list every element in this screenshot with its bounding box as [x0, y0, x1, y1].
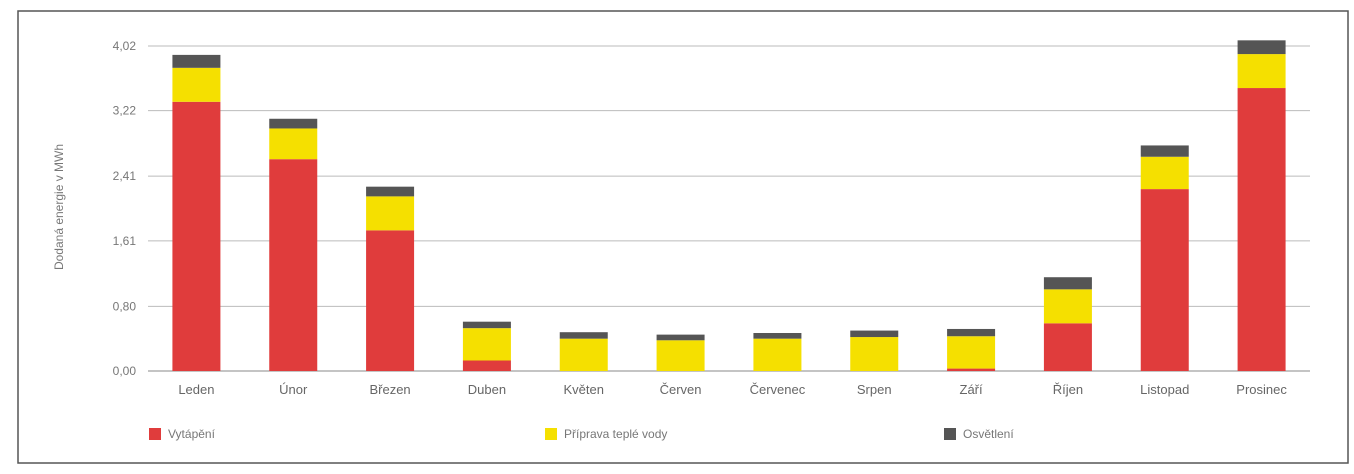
x-tick-label: Září: [960, 382, 984, 397]
bar-segment: [269, 159, 318, 371]
bar-segment: [559, 332, 608, 339]
bar-segment: [947, 328, 996, 337]
x-tick-label: Únor: [279, 382, 308, 397]
chart-frame: [17, 10, 1349, 464]
bar-segment: [1140, 156, 1189, 190]
bar-segment: [656, 340, 705, 371]
x-tick-labels: Leden Únor Březen Duben Květen Červen Červenec…: [178, 382, 1287, 397]
bar-segment: [269, 128, 318, 160]
bar-segment: [1237, 88, 1286, 372]
bar-segment: [850, 330, 899, 338]
legend-label: Osvětlení: [963, 427, 1014, 441]
bar-segment: [172, 67, 221, 102]
legend: Vytápění Příprava teplé vody Osvětlení: [149, 427, 1014, 441]
bar-segment: [366, 196, 415, 231]
y-axis-label: Dodaná energie v MWh: [52, 144, 66, 270]
x-tick-label: Prosinec: [1236, 382, 1287, 397]
legend-swatch: [149, 428, 161, 440]
bar-segment: [656, 334, 705, 341]
bar-segment: [753, 338, 802, 371]
y-tick-label: 1,61: [113, 234, 137, 248]
gridlines: [148, 45, 1310, 372]
bar-segment: [947, 368, 996, 371]
bar-segment: [172, 101, 221, 372]
x-tick-label: Březen: [369, 382, 410, 397]
bar-segment: [947, 336, 996, 369]
bar-segment: [1140, 145, 1189, 157]
y-tick-label: 3,22: [113, 104, 137, 118]
x-tick-label: Listopad: [1140, 382, 1189, 397]
bars: [172, 40, 1286, 372]
bar-segment: [1043, 289, 1092, 324]
bar-segment: [462, 328, 511, 361]
y-tick-label: 4,02: [113, 39, 137, 53]
y-tick-labels: 0,00 0,80 1,61 2,41 3,22 4,02: [113, 39, 137, 378]
x-tick-label: Červen: [660, 382, 702, 397]
bar-segment: [1237, 40, 1286, 55]
legend-label: Vytápění: [168, 427, 216, 441]
x-tick-label: Srpen: [857, 382, 892, 397]
bar-segment: [462, 360, 511, 371]
bar-segment: [269, 118, 318, 129]
y-tick-label: 0,00: [113, 364, 137, 378]
x-tick-label: Leden: [178, 382, 214, 397]
bar-segment: [462, 321, 511, 329]
legend-swatch: [545, 428, 557, 440]
bar-segment: [172, 54, 221, 68]
bar-segment: [1043, 323, 1092, 371]
y-tick-label: 2,41: [113, 169, 137, 183]
bar-segment: [366, 230, 415, 371]
bar-segment: [366, 186, 415, 197]
legend-label: Příprava teplé vody: [564, 427, 667, 441]
bar-segment: [1140, 189, 1189, 371]
x-tick-label: Květen: [564, 382, 604, 397]
bar-segment: [753, 333, 802, 339]
bar-segment: [1043, 277, 1092, 290]
x-tick-label: Duben: [468, 382, 506, 397]
x-tick-label: Říjen: [1053, 382, 1083, 397]
bar-segment: [850, 337, 899, 371]
bar-segment: [1237, 54, 1286, 89]
x-tick-label: Červenec: [750, 382, 806, 397]
bar-segment: [559, 338, 608, 371]
legend-swatch: [944, 428, 956, 440]
y-tick-label: 0,80: [113, 299, 137, 313]
